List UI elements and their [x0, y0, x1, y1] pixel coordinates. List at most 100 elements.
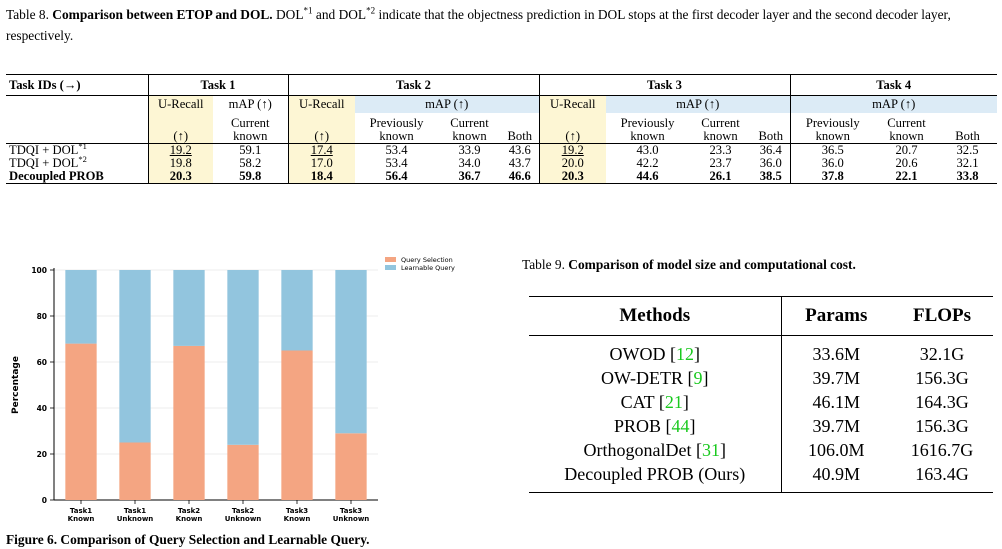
value-cell: 17.4: [287, 143, 355, 157]
table-row: OrthogonalDet [31] 106.0M 1616.7G: [529, 438, 993, 462]
value-cell: 20.7: [895, 143, 918, 157]
legend-swatch: [385, 265, 396, 270]
table-row: TDQI + DOL*1 19.2 59.1 17.4 53.4 33.9 43.6 19.2…: [6, 140, 997, 157]
params-cell: 33.6M: [780, 335, 891, 366]
method-cell: TDQI + DOL*1: [9, 140, 87, 157]
bar-query-selection: [173, 345, 205, 500]
value-cell: 37.8: [789, 170, 875, 184]
y-tick-label: 20: [37, 450, 47, 459]
x-tick-label: Known: [284, 515, 311, 523]
table8-subheader-row-2: (↑) Current known (↑) Previously known Cur…: [6, 113, 997, 144]
table9-header-row: Methods Params FLOPs: [529, 296, 993, 336]
method-cell: CAT [21]: [620, 392, 689, 412]
value-cell: 20.6: [895, 156, 918, 170]
value-cell: 44.6: [606, 170, 689, 184]
value-cell: 36.7: [438, 170, 501, 184]
value-cell: 53.4: [385, 156, 408, 170]
value-cell: 53.4: [385, 143, 408, 157]
table-row: TDQI + DOL*2 19.8 58.2 17.0 53.4 34.0 43.7 20.0…: [6, 153, 997, 170]
value-cell: 22.1: [875, 170, 938, 184]
method-cell: OW-DETR [9]: [601, 368, 709, 388]
method-cell: PROB [44]: [613, 416, 696, 436]
map-header: mAP (↑): [228, 97, 272, 111]
table9-caption: Table 9. Comparison of model size and co…: [522, 257, 856, 272]
task1-header: Task 1: [147, 74, 288, 96]
value-cell: 23.3: [709, 143, 732, 157]
value-cell: 20.3: [147, 170, 213, 184]
bar-query-selection: [119, 442, 151, 500]
methods-header: Methods: [529, 296, 781, 336]
flops-cell: 164.3G: [915, 392, 969, 412]
flops-cell: 32.1G: [919, 344, 965, 364]
table8-subheader-row: U-Recall mAP (↑) U-Recall mAP (↑) U-Reca…: [6, 95, 997, 113]
citation-link[interactable]: 31: [701, 440, 720, 460]
value-cell: 43.6: [508, 143, 531, 157]
value-cell: 20.0: [538, 157, 606, 170]
value-cell: 20.3: [538, 170, 606, 184]
map-header: mAP (↑): [789, 95, 997, 113]
params-cell: 39.7M: [780, 414, 891, 438]
u-recall-header: U-Recall: [147, 95, 213, 113]
stacked-bar-chart: 020406080100PercentageTask1KnownTask1Unk…: [11, 256, 455, 523]
table-row: Decoupled PROB (Ours) 40.9M 163.4G: [529, 462, 993, 493]
value-cell: 19.2: [147, 143, 213, 157]
flops-cell: 163.4G: [891, 462, 993, 493]
both-header: Both: [938, 113, 997, 144]
bar-learnable-query: [281, 270, 313, 351]
task2-header: Task 2: [287, 74, 539, 96]
bar-learnable-query: [335, 270, 367, 434]
table8: Task IDs (→) Task 1 Task 2 Task 3 Task 4…: [6, 74, 997, 184]
bar-query-selection: [227, 444, 259, 500]
u-recall-header: U-Recall: [538, 95, 606, 113]
current-known-header: Current known: [213, 113, 288, 144]
table-row: OWOD [12] 33.6M 32.1G: [529, 335, 993, 366]
legend-label: Learnable Query: [401, 264, 455, 272]
previously-known-header: Previously known: [355, 113, 438, 144]
x-tick-label: Task3: [286, 507, 308, 515]
table-row: CAT [21] 46.1M 164.3G: [529, 390, 993, 414]
params-cell: 106.0M: [780, 438, 891, 462]
bar-learnable-query: [65, 270, 97, 344]
citation-link[interactable]: 44: [671, 416, 690, 436]
method-cell: TDQI + DOL*2: [9, 153, 87, 170]
value-cell: 38.5: [752, 170, 790, 184]
value-cell: 33.8: [938, 170, 997, 184]
task-ids-header: Task IDs (→): [6, 74, 148, 96]
x-tick-label: Unknown: [225, 515, 262, 523]
both-header: Both: [752, 113, 790, 144]
figure-caption: Figure 6. Comparison of Query Selection …: [6, 532, 370, 547]
value-cell: 19.8: [147, 157, 213, 170]
citation-link[interactable]: 9: [693, 368, 703, 388]
method-cell: OrthogonalDet [31]: [583, 440, 726, 460]
value-cell: 36.5: [789, 143, 875, 157]
value-cell: 59.1: [239, 143, 262, 157]
value-cell: 43.0: [636, 143, 659, 157]
value-cell: 43.7: [508, 156, 531, 170]
value-cell: 18.4: [287, 170, 355, 184]
citation-link[interactable]: 12: [676, 344, 694, 364]
flops-header: FLOPs: [891, 296, 993, 336]
both-header: Both: [501, 113, 539, 144]
method-cell: Decoupled PROB: [6, 170, 148, 184]
value-cell: 19.2: [538, 143, 606, 157]
arrow-up: (↑): [538, 113, 606, 144]
previously-known-header: Previously known: [789, 113, 875, 144]
x-tick-label: Known: [68, 515, 95, 523]
value-cell: 36.0: [789, 157, 875, 170]
x-tick-label: Known: [176, 515, 203, 523]
params-header: Params: [780, 296, 891, 336]
value-cell: 58.2: [239, 156, 262, 170]
x-tick-label: Task1: [70, 507, 92, 515]
task4-header: Task 4: [789, 74, 997, 96]
citation-link[interactable]: 21: [664, 392, 683, 412]
table-row: PROB [44] 39.7M 156.3G: [529, 414, 993, 438]
table8-caption-title: Comparison between ETOP and DOL.: [52, 7, 273, 22]
params-cell: 39.7M: [780, 366, 891, 390]
bar-learnable-query: [119, 270, 151, 443]
y-tick-label: 60: [37, 358, 47, 367]
value-cell: 32.5: [956, 143, 979, 157]
table9-caption-title: Comparison of model size and computation…: [568, 257, 856, 272]
u-recall-header: U-Recall: [287, 95, 355, 113]
map-header: mAP (↑): [355, 95, 539, 113]
x-tick-label: Task1: [124, 507, 146, 515]
